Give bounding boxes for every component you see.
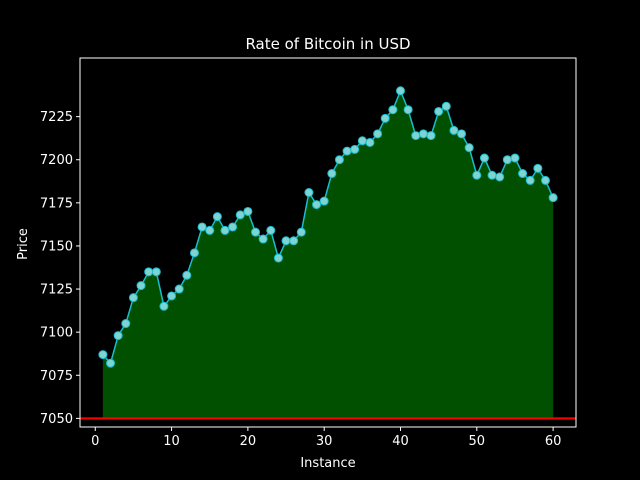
data-point-33	[342, 146, 352, 156]
y-tick-label-7075: 7075	[40, 369, 73, 384]
data-point-58	[533, 163, 543, 173]
data-point-1	[98, 350, 108, 360]
data-point-23	[266, 225, 276, 235]
data-point-19	[235, 210, 245, 220]
data-point-47	[449, 125, 459, 135]
data-point-46	[441, 101, 451, 111]
data-point-48	[457, 129, 467, 139]
data-point-54	[502, 155, 512, 165]
y-tick-label-7125: 7125	[40, 283, 73, 298]
data-point-41	[403, 105, 413, 115]
x-tick-label-40: 40	[392, 434, 409, 449]
data-point-24	[273, 253, 283, 263]
data-point-12	[182, 270, 192, 280]
data-point-60	[548, 193, 558, 203]
data-point-14	[197, 222, 207, 232]
data-point-3	[113, 331, 123, 341]
data-point-38	[380, 113, 390, 123]
data-point-18	[228, 222, 238, 232]
data-point-43	[418, 129, 428, 139]
data-point-31	[327, 169, 337, 179]
data-point-7	[144, 267, 154, 277]
data-point-56	[518, 169, 528, 179]
data-point-9	[159, 301, 169, 311]
data-point-10	[167, 291, 177, 301]
data-point-13	[189, 248, 199, 258]
data-point-53	[495, 172, 505, 182]
data-point-8	[151, 267, 161, 277]
x-tick-label-10: 10	[163, 434, 180, 449]
chart-title: Rate of Bitcoin in USD	[245, 35, 410, 53]
data-point-4	[121, 319, 131, 329]
y-axis-label: Price	[16, 228, 31, 260]
data-point-28	[304, 187, 314, 197]
area-fill	[102, 90, 554, 419]
data-point-26	[289, 236, 299, 246]
data-point-20	[243, 206, 253, 216]
data-point-22	[258, 234, 268, 244]
data-point-30	[319, 196, 329, 206]
data-point-5	[128, 293, 138, 303]
data-point-44	[426, 131, 436, 141]
data-point-2	[106, 358, 116, 368]
data-point-25	[281, 236, 291, 246]
y-tick-label-7200: 7200	[40, 153, 73, 168]
y-tick-label-7050: 7050	[40, 412, 73, 427]
data-point-6	[136, 281, 146, 291]
data-point-40	[395, 86, 405, 96]
data-point-11	[174, 284, 184, 294]
data-point-59	[540, 175, 550, 185]
data-point-51	[479, 153, 489, 163]
plot-area: 0 10 20 30 40 50 60 7050 7075 7100 7125 7150 7175 720…	[40, 57, 577, 449]
data-point-34	[350, 144, 360, 154]
data-point-17	[220, 225, 230, 235]
data-point-42	[411, 131, 421, 141]
data-point-15	[205, 225, 215, 235]
data-point-37	[373, 129, 383, 139]
data-point-16	[212, 212, 222, 222]
x-axis-label: Instance	[300, 456, 355, 471]
data-point-27	[296, 227, 306, 237]
data-point-52	[487, 170, 497, 180]
data-point-32	[334, 155, 344, 165]
data-point-50	[472, 170, 482, 180]
data-point-49	[464, 143, 474, 153]
data-point-39	[388, 105, 398, 115]
data-point-36	[365, 137, 375, 147]
data-point-29	[312, 200, 322, 210]
axes-frame	[79, 57, 577, 428]
y-tick-label-7175: 7175	[40, 196, 73, 211]
data-point-55	[510, 153, 520, 163]
data-point-45	[434, 106, 444, 116]
data-point-57	[525, 175, 535, 185]
x-tick-label-0: 0	[91, 434, 99, 449]
x-tick-label-20: 20	[240, 434, 257, 449]
y-tick-label-7150: 7150	[40, 239, 73, 254]
x-tick-label-30: 30	[316, 434, 333, 449]
x-tick-label-60: 60	[545, 434, 562, 449]
x-tick-label-50: 50	[469, 434, 486, 449]
y-tick-label-7100: 7100	[40, 326, 73, 341]
data-point-35	[357, 136, 367, 146]
data-point-21	[251, 227, 261, 237]
y-tick-label-7225: 7225	[40, 110, 73, 125]
